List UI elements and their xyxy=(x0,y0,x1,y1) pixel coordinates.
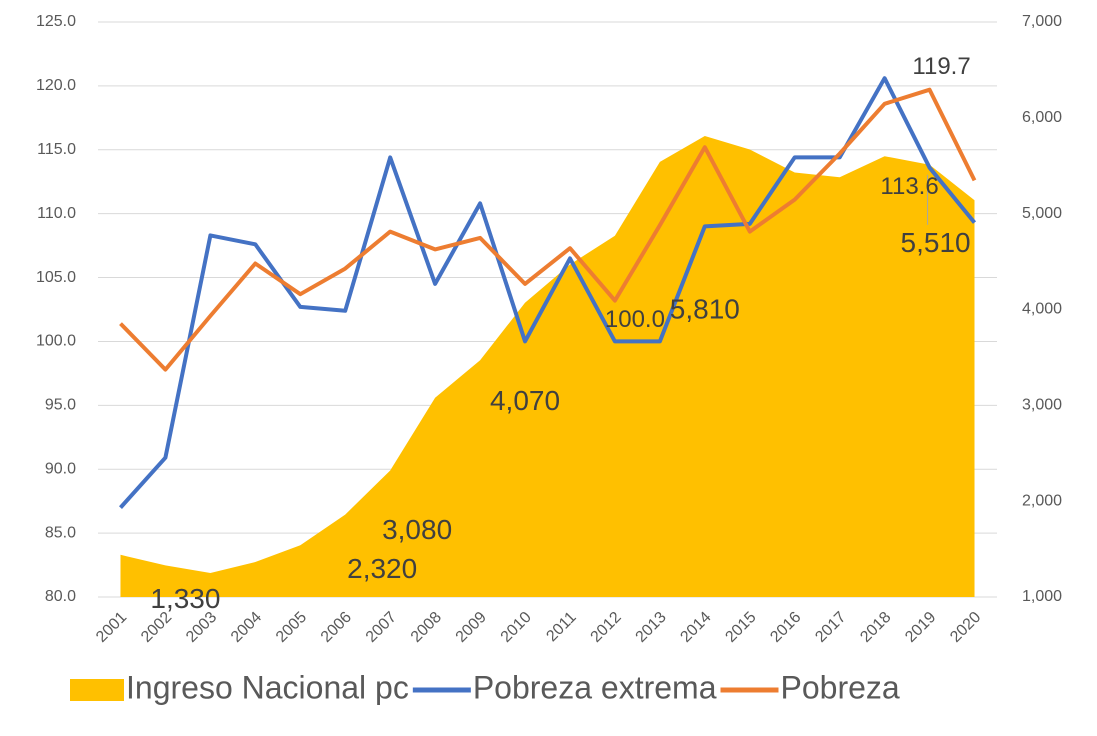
x-tick-label: 2009 xyxy=(453,609,490,646)
y-tick-label: 85.0 xyxy=(45,524,76,541)
x-tick-label: 2014 xyxy=(677,609,714,646)
legend-item: Pobreza extrema xyxy=(412,669,717,705)
x-tick-label: 2018 xyxy=(857,609,894,646)
data-label: 1,330 xyxy=(150,583,220,614)
data-label: 5,510 xyxy=(901,227,971,258)
x-tick-label: 2001 xyxy=(93,609,130,646)
legend-item: Pobreza xyxy=(720,669,900,705)
y-tick-label: 80.0 xyxy=(45,588,76,605)
legend-swatch xyxy=(70,679,124,701)
data-label: 5,810 xyxy=(670,293,740,324)
y-tick-label: 115.0 xyxy=(37,141,76,158)
line xyxy=(119,87,977,372)
x-tick-label: 2003 xyxy=(183,609,220,646)
x-tick-label: 2007 xyxy=(363,609,400,646)
y-tick-label: 125.0 xyxy=(36,13,76,30)
x-tick-label: 2006 xyxy=(318,609,355,646)
area xyxy=(120,136,975,597)
x-tick-label: 2016 xyxy=(767,609,804,646)
x-tick-label: 2005 xyxy=(273,609,310,646)
y-tick-label: 95.0 xyxy=(45,397,76,414)
line xyxy=(119,76,977,509)
y-tick-label: 120.0 xyxy=(36,77,76,94)
data-label: 2,320 xyxy=(347,553,417,584)
data-label: 113.6 xyxy=(880,173,938,200)
data-label: 119.7 xyxy=(912,53,970,80)
x-tick-label: 2008 xyxy=(408,609,445,646)
y-tick-label: 90.0 xyxy=(45,460,76,477)
y2-tick-label: 6,000 xyxy=(1022,109,1062,126)
y2-tick-label: 3,000 xyxy=(1022,397,1062,414)
x-tick-label: 2011 xyxy=(543,609,579,645)
legend-label: Pobreza xyxy=(781,669,900,705)
data-label: 4,070 xyxy=(490,385,560,416)
y2-tick-label: 1,000 xyxy=(1022,588,1062,605)
x-tick-label: 2010 xyxy=(498,609,535,646)
y2-tick-label: 2,000 xyxy=(1022,492,1062,509)
x-tick-label: 2004 xyxy=(228,609,265,646)
y-tick-label: 105.0 xyxy=(36,269,76,286)
y2-tick-label: 4,000 xyxy=(1022,301,1062,318)
x-tick-label: 2015 xyxy=(722,609,759,646)
x-tick-label: 2002 xyxy=(138,609,175,646)
y2-tick-label: 7,000 xyxy=(1022,13,1062,30)
x-tick-label: 2012 xyxy=(588,609,625,646)
x-tick-label: 2017 xyxy=(812,609,849,646)
legend-label: Pobreza extrema xyxy=(473,669,717,705)
y-tick-label: 110.0 xyxy=(37,205,76,222)
x-tick-label: 2019 xyxy=(902,609,939,646)
y2-tick-label: 5,000 xyxy=(1022,205,1062,222)
data-label: 3,080 xyxy=(382,514,452,545)
legend-item: Ingreso Nacional pc xyxy=(70,669,409,705)
data-label: 100.0 xyxy=(605,306,665,333)
y-tick-label: 100.0 xyxy=(36,333,76,350)
x-tick-label: 2020 xyxy=(947,609,984,646)
x-tick-label: 2013 xyxy=(632,609,669,646)
legend-label: Ingreso Nacional pc xyxy=(126,669,409,705)
